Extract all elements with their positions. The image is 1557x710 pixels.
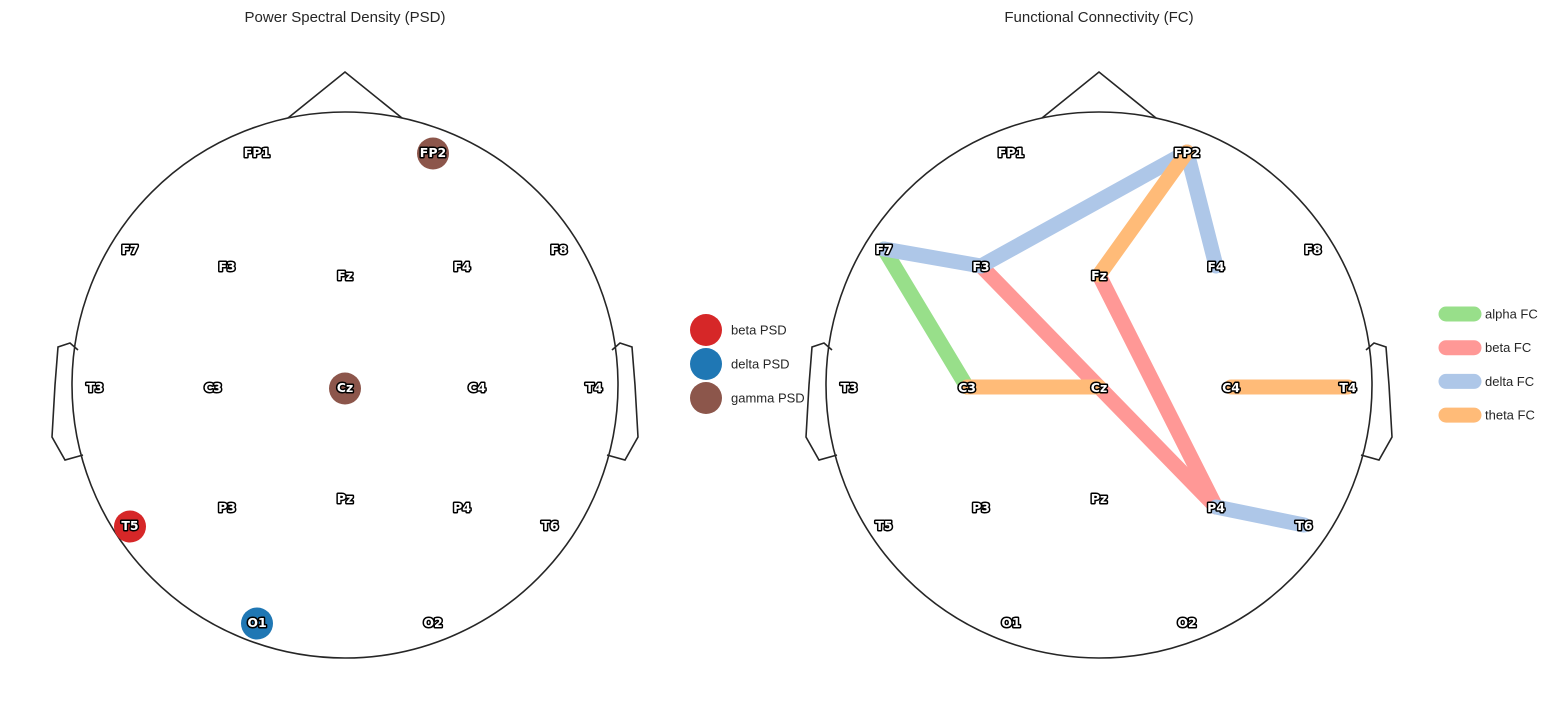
psd-electrode-t3: T3	[86, 380, 103, 395]
fc-edge-f3-fp2-delta	[973, 144, 1195, 274]
fc-electrode-p4: P4	[1207, 500, 1225, 515]
fc-electrode-f7: F7	[875, 242, 892, 257]
psd-electrode-p4: P4	[453, 500, 471, 515]
psd-electrode-t6: T6	[541, 518, 559, 533]
fc-electrode-labels: FP1 FP2 F7 F3 Fz F4 F8 T3 C3 Cz C4 T4 T5 P3 Pz P4 T6 O1 O2	[839, 144, 1359, 632]
psd-electrode-o2: O2	[423, 615, 442, 630]
psd-electrode-f3: F3	[218, 259, 235, 274]
psd-panel: Power Spectral Density (PSD) FP1 FP2F7F3F…	[51, 9, 805, 659]
psd-legend-swatch-delta-psd	[690, 348, 722, 380]
psd-markers	[114, 137, 449, 640]
fc-electrode-fp1: FP1	[998, 145, 1024, 160]
psd-marker-o1-delta	[241, 607, 273, 640]
psd-electrode-pz: Pz	[337, 491, 353, 506]
fc-electrode-o2: O2	[1177, 615, 1196, 630]
fc-electrode-o1: O1	[1001, 615, 1020, 630]
fc-electrode-c3: C3	[958, 380, 976, 395]
fc-electrode-fp2: FP2	[1174, 145, 1200, 160]
fc-panel: Functional Connectivity (FC) FP1 FP2F7F3F…	[805, 9, 1538, 659]
psd-electrode-c3: C3	[204, 380, 222, 395]
psd-nose-icon	[287, 70, 403, 119]
psd-panel-title: Power Spectral Density (PSD)	[245, 9, 446, 26]
fc-nose-icon	[1041, 70, 1157, 119]
fc-electrode-fz: Fz	[1091, 268, 1107, 283]
psd-electrode-f7: F7	[121, 242, 138, 257]
psd-electrode-cz: Cz	[337, 380, 353, 395]
fc-edge-fp2-f4-delta	[1179, 144, 1224, 274]
psd-electrode-f8: F8	[550, 242, 567, 257]
psd-electrode-c4: C4	[468, 380, 486, 395]
fc-electrode-f8: F8	[1304, 242, 1321, 257]
psd-electrode-p3: P3	[218, 500, 236, 515]
fc-legend: alpha FC beta FC delta FC theta FC	[1438, 306, 1538, 423]
fc-electrode-c4: C4	[1222, 380, 1240, 395]
fc-legend-label-beta-fc: beta FC	[1485, 340, 1531, 355]
fc-head-circle	[825, 111, 1373, 659]
fc-electrode-t3: T3	[840, 380, 857, 395]
fc-electrode-pz: Pz	[1091, 491, 1107, 506]
fc-legend-label-delta-fc: delta FC	[1485, 374, 1534, 389]
fc-electrode-cz: Cz	[1091, 380, 1107, 395]
psd-legend-label-delta-psd: delta PSD	[731, 357, 790, 372]
fc-electrode-p3: P3	[972, 500, 990, 515]
psd-head-outline	[51, 70, 639, 659]
fc-electrode-t5: T5	[875, 518, 892, 533]
psd-head-circle	[71, 111, 619, 659]
psd-left-ear-icon	[51, 342, 84, 461]
fc-legend-label-alpha-fc: alpha FC	[1485, 307, 1538, 322]
psd-legend: beta PSD delta PSD gamma PSD	[690, 314, 805, 414]
psd-marker-t5-beta	[114, 510, 146, 543]
fc-left-ear-icon	[805, 342, 838, 461]
fc-electrode-f4: F4	[1207, 259, 1225, 274]
psd-electrode-fp2: FP2	[420, 145, 446, 160]
psd-electrode-fp1: FP1	[244, 145, 270, 160]
fc-right-ear-icon	[1360, 342, 1393, 461]
psd-legend-label-beta-psd: beta PSD	[731, 323, 787, 338]
psd-electrode-t4: T4	[585, 380, 603, 395]
fc-head-outline	[805, 70, 1393, 659]
psd-marker-fp2-gamma	[417, 137, 449, 170]
psd-legend-swatch-gamma-psd	[690, 382, 722, 414]
psd-electrode-t5: T5	[121, 518, 138, 533]
fc-edge-p4-t6-delta	[1208, 499, 1312, 533]
psd-legend-swatch-beta-psd	[690, 314, 722, 346]
psd-legend-label-gamma-psd: gamma PSD	[731, 391, 805, 406]
fc-connections	[876, 144, 1356, 533]
fc-electrode-t6: T6	[1295, 518, 1313, 533]
fc-edge-fp2-fz-theta	[1091, 144, 1195, 283]
fc-panel-title: Functional Connectivity (FC)	[1004, 9, 1193, 26]
psd-electrode-labels: FP1 FP2 F7 F3 Fz F4 F8 T3 C3 Cz C4 T4 T5 P3 Pz P4 T6 O1 O2	[85, 144, 605, 632]
psd-electrode-f4: F4	[453, 259, 471, 274]
fc-edge-f7-c3-alpha	[876, 241, 975, 395]
psd-right-ear-icon	[606, 342, 639, 461]
psd-electrode-fz: Fz	[337, 268, 353, 283]
fc-legend-label-theta-fc: theta FC	[1485, 408, 1535, 423]
psd-electrode-o1: O1	[247, 615, 266, 630]
fc-edge-f7-f3-delta	[876, 241, 989, 274]
fc-electrode-f3: F3	[972, 259, 989, 274]
fc-edge-fz-p4-beta	[1091, 267, 1224, 515]
psd-marker-cz-gamma	[329, 372, 361, 405]
fc-electrode-t4: T4	[1339, 380, 1357, 395]
